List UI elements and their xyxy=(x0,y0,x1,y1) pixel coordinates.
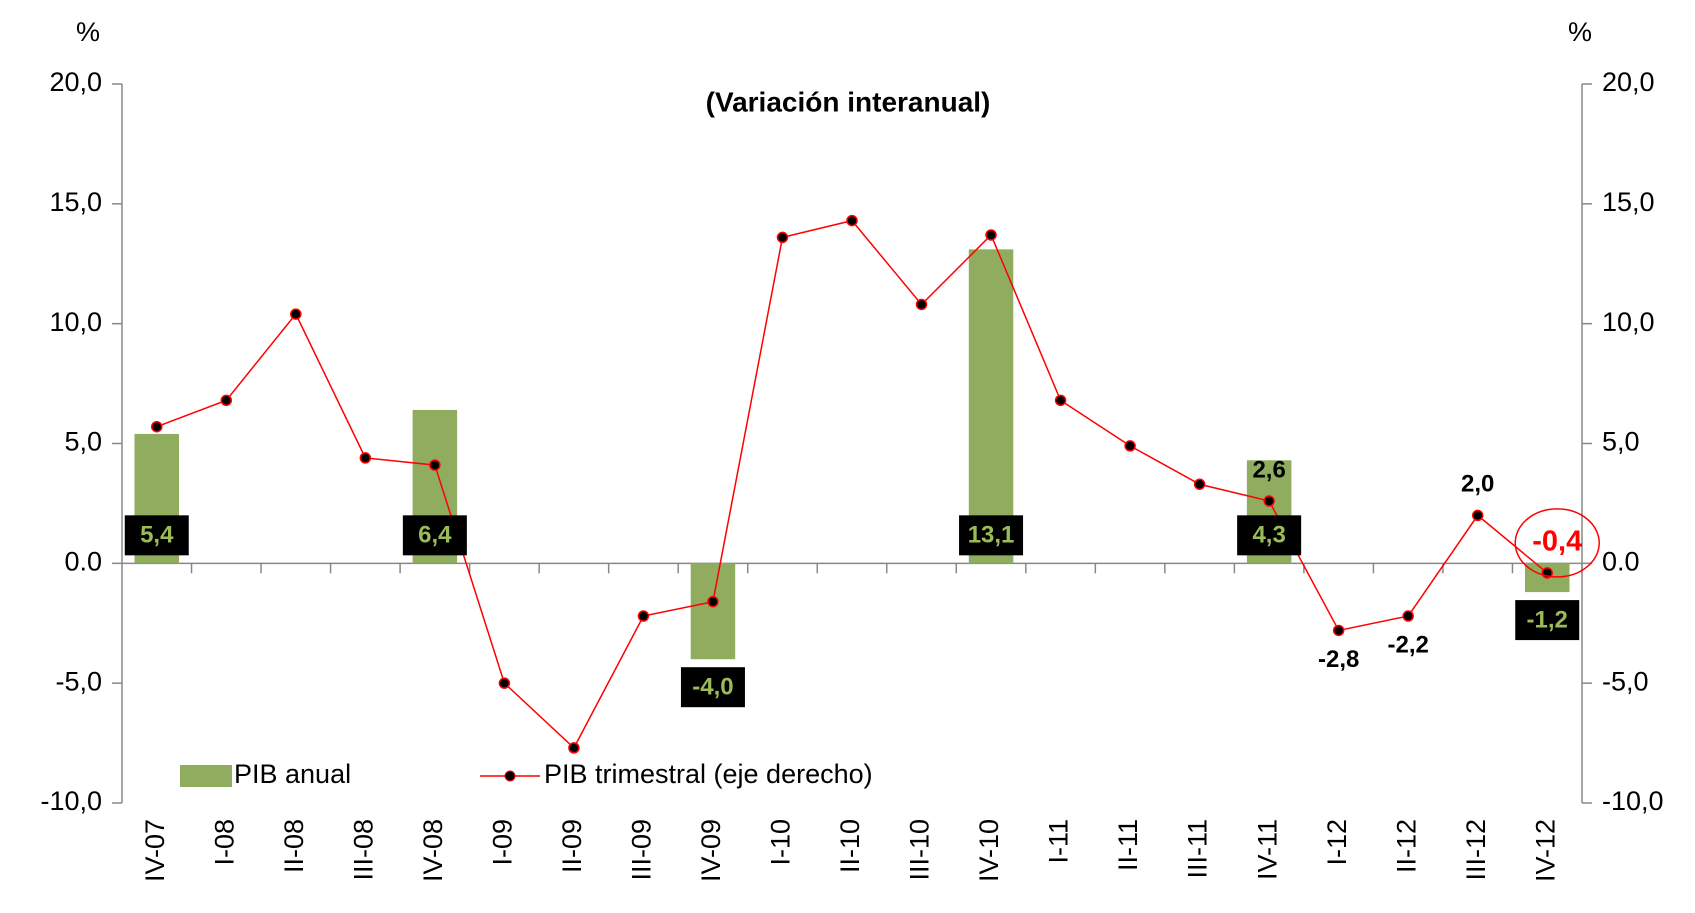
x-tick-label: II-08 xyxy=(279,819,309,873)
bar-label: 4,3 xyxy=(1252,522,1285,549)
line-marker xyxy=(846,214,858,227)
y-tick-label: 15,0 xyxy=(49,187,102,217)
x-tick-label: III-10 xyxy=(905,819,935,881)
bar-label-box xyxy=(959,515,1024,556)
line-marker xyxy=(220,394,233,407)
y2-tick-label: 20,0 xyxy=(1602,67,1655,97)
y-tick-label: 20,0 xyxy=(49,67,102,97)
line-marker xyxy=(568,742,580,754)
bar-label: 13,1 xyxy=(968,522,1015,549)
y2-tick-label: 10,0 xyxy=(1602,307,1655,337)
x-tick-label: II-09 xyxy=(557,819,587,873)
x-tick-label: IV-11 xyxy=(1252,819,1282,880)
x-tick-label: I-11 xyxy=(1044,819,1074,864)
x-tick-label: III-12 xyxy=(1461,819,1491,881)
y2-axis-label: % xyxy=(1568,17,1592,47)
y-tick-label: 0.0 xyxy=(64,546,102,576)
line-marker xyxy=(1054,394,1067,407)
y-axis-label: % xyxy=(76,17,100,47)
line-marker xyxy=(1402,610,1414,622)
x-tick-label: I-08 xyxy=(209,819,239,866)
line-label: -2,2 xyxy=(1388,631,1429,658)
line-label: 2,0 xyxy=(1461,471,1494,498)
line-marker xyxy=(985,229,997,241)
line-marker xyxy=(1263,495,1275,507)
line-marker xyxy=(707,595,719,608)
bar-label: 5,4 xyxy=(140,522,174,549)
line-marker xyxy=(1332,624,1345,637)
x-tick-label: III-11 xyxy=(1183,819,1213,879)
line-marker xyxy=(429,459,441,471)
x-tick-label: I-10 xyxy=(766,819,796,866)
x-tick-label: I-09 xyxy=(488,819,518,866)
bar-label: -4,0 xyxy=(692,674,733,701)
x-tick-label: IV-09 xyxy=(696,819,726,882)
y2-tick-label: 15,0 xyxy=(1602,187,1655,217)
line-label: -2,8 xyxy=(1318,646,1359,673)
y2-tick-label: -10,0 xyxy=(1602,786,1664,816)
x-tick-label: III-09 xyxy=(627,819,657,881)
legend-marker xyxy=(504,770,516,782)
legend-label: PIB anual xyxy=(234,759,351,789)
legend-swatch xyxy=(180,765,232,787)
x-tick-label: II-11 xyxy=(1113,819,1143,871)
line-marker xyxy=(1193,478,1206,490)
line-label: -0,4 xyxy=(1532,526,1582,558)
y2-tick-label: -5,0 xyxy=(1602,666,1649,696)
highlight-circle xyxy=(1514,508,1600,578)
bar-label-box xyxy=(1515,600,1580,641)
bar xyxy=(690,563,736,660)
x-tick-label: IV-10 xyxy=(974,819,1004,882)
x-tick-label: IV-08 xyxy=(418,819,448,882)
y-tick-label: 10,0 xyxy=(49,307,102,337)
x-tick-label: II-10 xyxy=(835,819,865,873)
line-marker xyxy=(290,308,302,320)
line-label: 2,6 xyxy=(1252,456,1285,483)
legend-label: PIB trimestral (eje derecho) xyxy=(544,759,873,789)
bar-label: -1,2 xyxy=(1527,606,1568,633)
line-marker xyxy=(151,420,163,433)
line-marker xyxy=(1471,509,1484,522)
bar-label-box xyxy=(680,667,745,708)
x-tick-label: III-08 xyxy=(348,819,378,881)
line-marker xyxy=(359,452,372,464)
bar xyxy=(968,249,1014,564)
line-marker xyxy=(776,231,789,244)
bar-label-box xyxy=(402,515,467,556)
line-marker xyxy=(498,677,511,689)
y2-tick-label: 5,0 xyxy=(1602,427,1640,457)
x-tick-label: I-12 xyxy=(1322,819,1352,866)
y-tick-label: -5,0 xyxy=(55,666,102,696)
x-tick-label: IV-07 xyxy=(140,819,170,882)
y-tick-label: 5,0 xyxy=(64,427,102,457)
line-marker xyxy=(1124,440,1136,452)
bar-label-box xyxy=(124,515,189,556)
x-tick-label: II-12 xyxy=(1391,819,1421,873)
line-marker xyxy=(637,610,650,622)
bar-label: 6,4 xyxy=(418,522,452,549)
line-marker xyxy=(915,298,928,311)
x-tick-label: IV-12 xyxy=(1530,819,1560,882)
y2-tick-label: 0.0 xyxy=(1602,546,1640,576)
bar-label-box xyxy=(1237,515,1302,556)
y-tick-label: -10,0 xyxy=(40,786,102,816)
chart-title: (Variación interanual) xyxy=(706,86,991,117)
